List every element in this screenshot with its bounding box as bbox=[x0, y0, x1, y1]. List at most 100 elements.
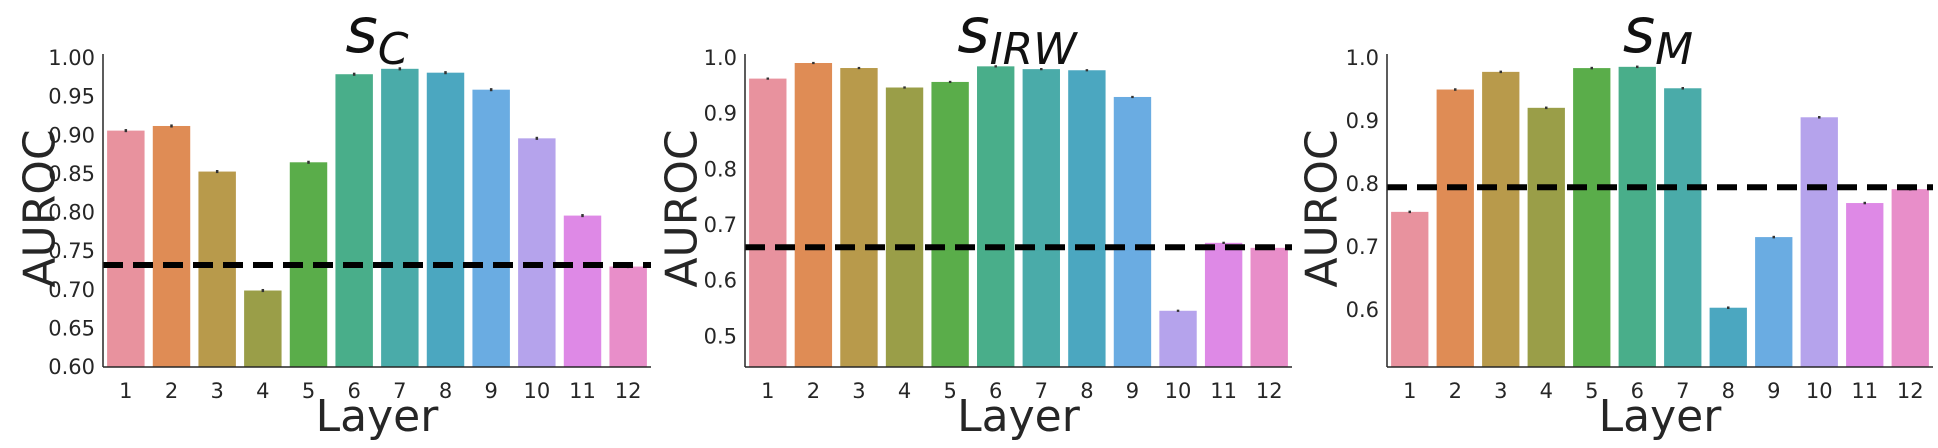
x-tick-label: 6 bbox=[989, 379, 1002, 403]
bar-layer-4 bbox=[1527, 107, 1565, 367]
x-tick-label: 9 bbox=[484, 379, 497, 403]
x-axis-label: Layer bbox=[1599, 391, 1723, 442]
bar-layer-5 bbox=[1573, 68, 1611, 367]
x-tick-label: 6 bbox=[347, 379, 360, 403]
y-tick-label: 0.9 bbox=[704, 102, 737, 126]
x-tick-label: 9 bbox=[1767, 379, 1780, 403]
bar-layer-9 bbox=[472, 89, 510, 368]
bar-layer-6 bbox=[977, 66, 1015, 367]
y-tick-label: 1.00 bbox=[48, 46, 95, 70]
y-tick-label: 0.95 bbox=[48, 85, 95, 109]
bar-layer-10 bbox=[518, 138, 556, 367]
x-tick-label: 10 bbox=[1806, 379, 1833, 403]
bar-layer-8 bbox=[1068, 70, 1106, 367]
x-tick-label: 1 bbox=[1403, 379, 1416, 403]
x-tick-label: 1 bbox=[119, 379, 132, 403]
x-tick-label: 2 bbox=[1449, 379, 1462, 403]
x-tick-label: 5 bbox=[943, 379, 956, 403]
y-tick-label: 0.7 bbox=[1346, 235, 1379, 259]
bar-layer-5 bbox=[931, 81, 969, 367]
bar-layer-3 bbox=[1482, 71, 1520, 368]
x-tick-label: 11 bbox=[1851, 379, 1878, 403]
x-axis-label: Layer bbox=[316, 391, 440, 442]
x-tick-label: 11 bbox=[1210, 379, 1237, 403]
x-tick-label: 2 bbox=[165, 379, 178, 403]
y-tick-label: 0.90 bbox=[48, 123, 95, 147]
bar-layer-1 bbox=[749, 78, 787, 367]
x-tick-label: 2 bbox=[807, 379, 820, 403]
x-tick-label: 3 bbox=[1494, 379, 1507, 403]
chart-panel-1: 1 2 3 4 5 6 7 8 9 10 11 120.600.650.700.750.800.850… bbox=[15, 0, 651, 442]
y-tick-label: 0.60 bbox=[48, 355, 95, 379]
x-tick-label: 10 bbox=[1165, 379, 1192, 403]
y-tick-label: 0.6 bbox=[704, 269, 737, 293]
x-tick-label: 4 bbox=[256, 379, 269, 403]
bar-layer-8 bbox=[1709, 307, 1747, 367]
x-tick-label: 7 bbox=[1035, 379, 1048, 403]
x-tick-label: 12 bbox=[615, 379, 642, 403]
bar-layer-7 bbox=[1022, 69, 1060, 367]
x-tick-label: 4 bbox=[1540, 379, 1553, 403]
y-tick-label: 0.9 bbox=[1346, 109, 1379, 133]
bar-layer-1 bbox=[107, 130, 145, 367]
bar-layer-11 bbox=[563, 215, 602, 367]
bar-layer-2 bbox=[152, 125, 191, 367]
x-tick-label: 8 bbox=[439, 379, 452, 403]
y-tick-label: 0.65 bbox=[48, 316, 95, 340]
y-tick-label: 1.0 bbox=[704, 46, 737, 70]
bar-layer-2 bbox=[794, 63, 833, 367]
chart-title: sIRW bbox=[957, 0, 1078, 75]
bar-layer-8 bbox=[426, 72, 465, 368]
x-tick-label: 8 bbox=[1722, 379, 1735, 403]
y-tick-label: 0.7 bbox=[704, 213, 737, 237]
bar-layer-10 bbox=[1159, 310, 1197, 367]
x-tick-label: 7 bbox=[1676, 379, 1689, 403]
bar-layer-11 bbox=[1846, 203, 1884, 367]
y-tick-label: 0.8 bbox=[704, 157, 737, 181]
bar-layer-10 bbox=[1800, 117, 1838, 367]
bar-layer-1 bbox=[1391, 211, 1429, 367]
bar-layer-9 bbox=[1755, 237, 1793, 367]
x-tick-label: 5 bbox=[1585, 379, 1598, 403]
x-tick-label: 7 bbox=[393, 379, 406, 403]
bar-layer-4 bbox=[244, 290, 282, 367]
x-tick-label: 12 bbox=[1897, 379, 1924, 403]
x-axis-label: Layer bbox=[957, 391, 1081, 442]
bar-layer-2 bbox=[1436, 89, 1474, 367]
bar-layer-9 bbox=[1113, 96, 1152, 367]
bar-layer-7 bbox=[1664, 88, 1702, 368]
x-tick-label: 9 bbox=[1126, 379, 1139, 403]
y-tick-label: 0.75 bbox=[48, 239, 95, 263]
x-tick-label: 10 bbox=[523, 379, 550, 403]
y-tick-label: 0.5 bbox=[704, 324, 737, 348]
y-tick-label: 0.8 bbox=[1346, 172, 1379, 196]
x-tick-label: 6 bbox=[1631, 379, 1644, 403]
y-tick-label: 0.6 bbox=[1346, 298, 1379, 322]
x-tick-label: 8 bbox=[1080, 379, 1093, 403]
y-axis-label: AUROC bbox=[657, 129, 708, 287]
bar-layer-3 bbox=[840, 68, 878, 368]
y-tick-label: 0.80 bbox=[48, 201, 95, 225]
bar-layer-4 bbox=[885, 87, 924, 367]
chart-panel-3: 1 2 3 4 5 6 7 8 9 10 11 120.60.70.80.91.0LayerAUROC… bbox=[1297, 0, 1933, 442]
x-tick-label: 3 bbox=[210, 379, 223, 403]
y-tick-label: 1.0 bbox=[1346, 46, 1379, 70]
chart-title: sC bbox=[345, 0, 408, 75]
bar-layer-11 bbox=[1204, 242, 1243, 367]
y-tick-label: 0.85 bbox=[48, 162, 95, 186]
chart-title: sM bbox=[1623, 0, 1693, 75]
bar-layer-6 bbox=[335, 74, 373, 367]
x-tick-label: 3 bbox=[852, 379, 865, 403]
y-axis-label: AUROC bbox=[1297, 129, 1348, 287]
bar-layer-12 bbox=[609, 266, 647, 367]
y-tick-label: 0.70 bbox=[48, 278, 95, 302]
x-tick-label: 11 bbox=[569, 379, 596, 403]
bar-layer-12 bbox=[1891, 189, 1929, 367]
x-tick-label: 12 bbox=[1256, 379, 1283, 403]
chart-panel-2: 1 2 3 4 5 6 7 8 9 10 11 120.50.60.70.80.91.0LayerAU… bbox=[657, 0, 1292, 442]
x-tick-label: 4 bbox=[898, 379, 911, 403]
x-tick-label: 5 bbox=[302, 379, 315, 403]
bar-layer-12 bbox=[1250, 247, 1288, 367]
bar-layer-3 bbox=[198, 171, 236, 367]
